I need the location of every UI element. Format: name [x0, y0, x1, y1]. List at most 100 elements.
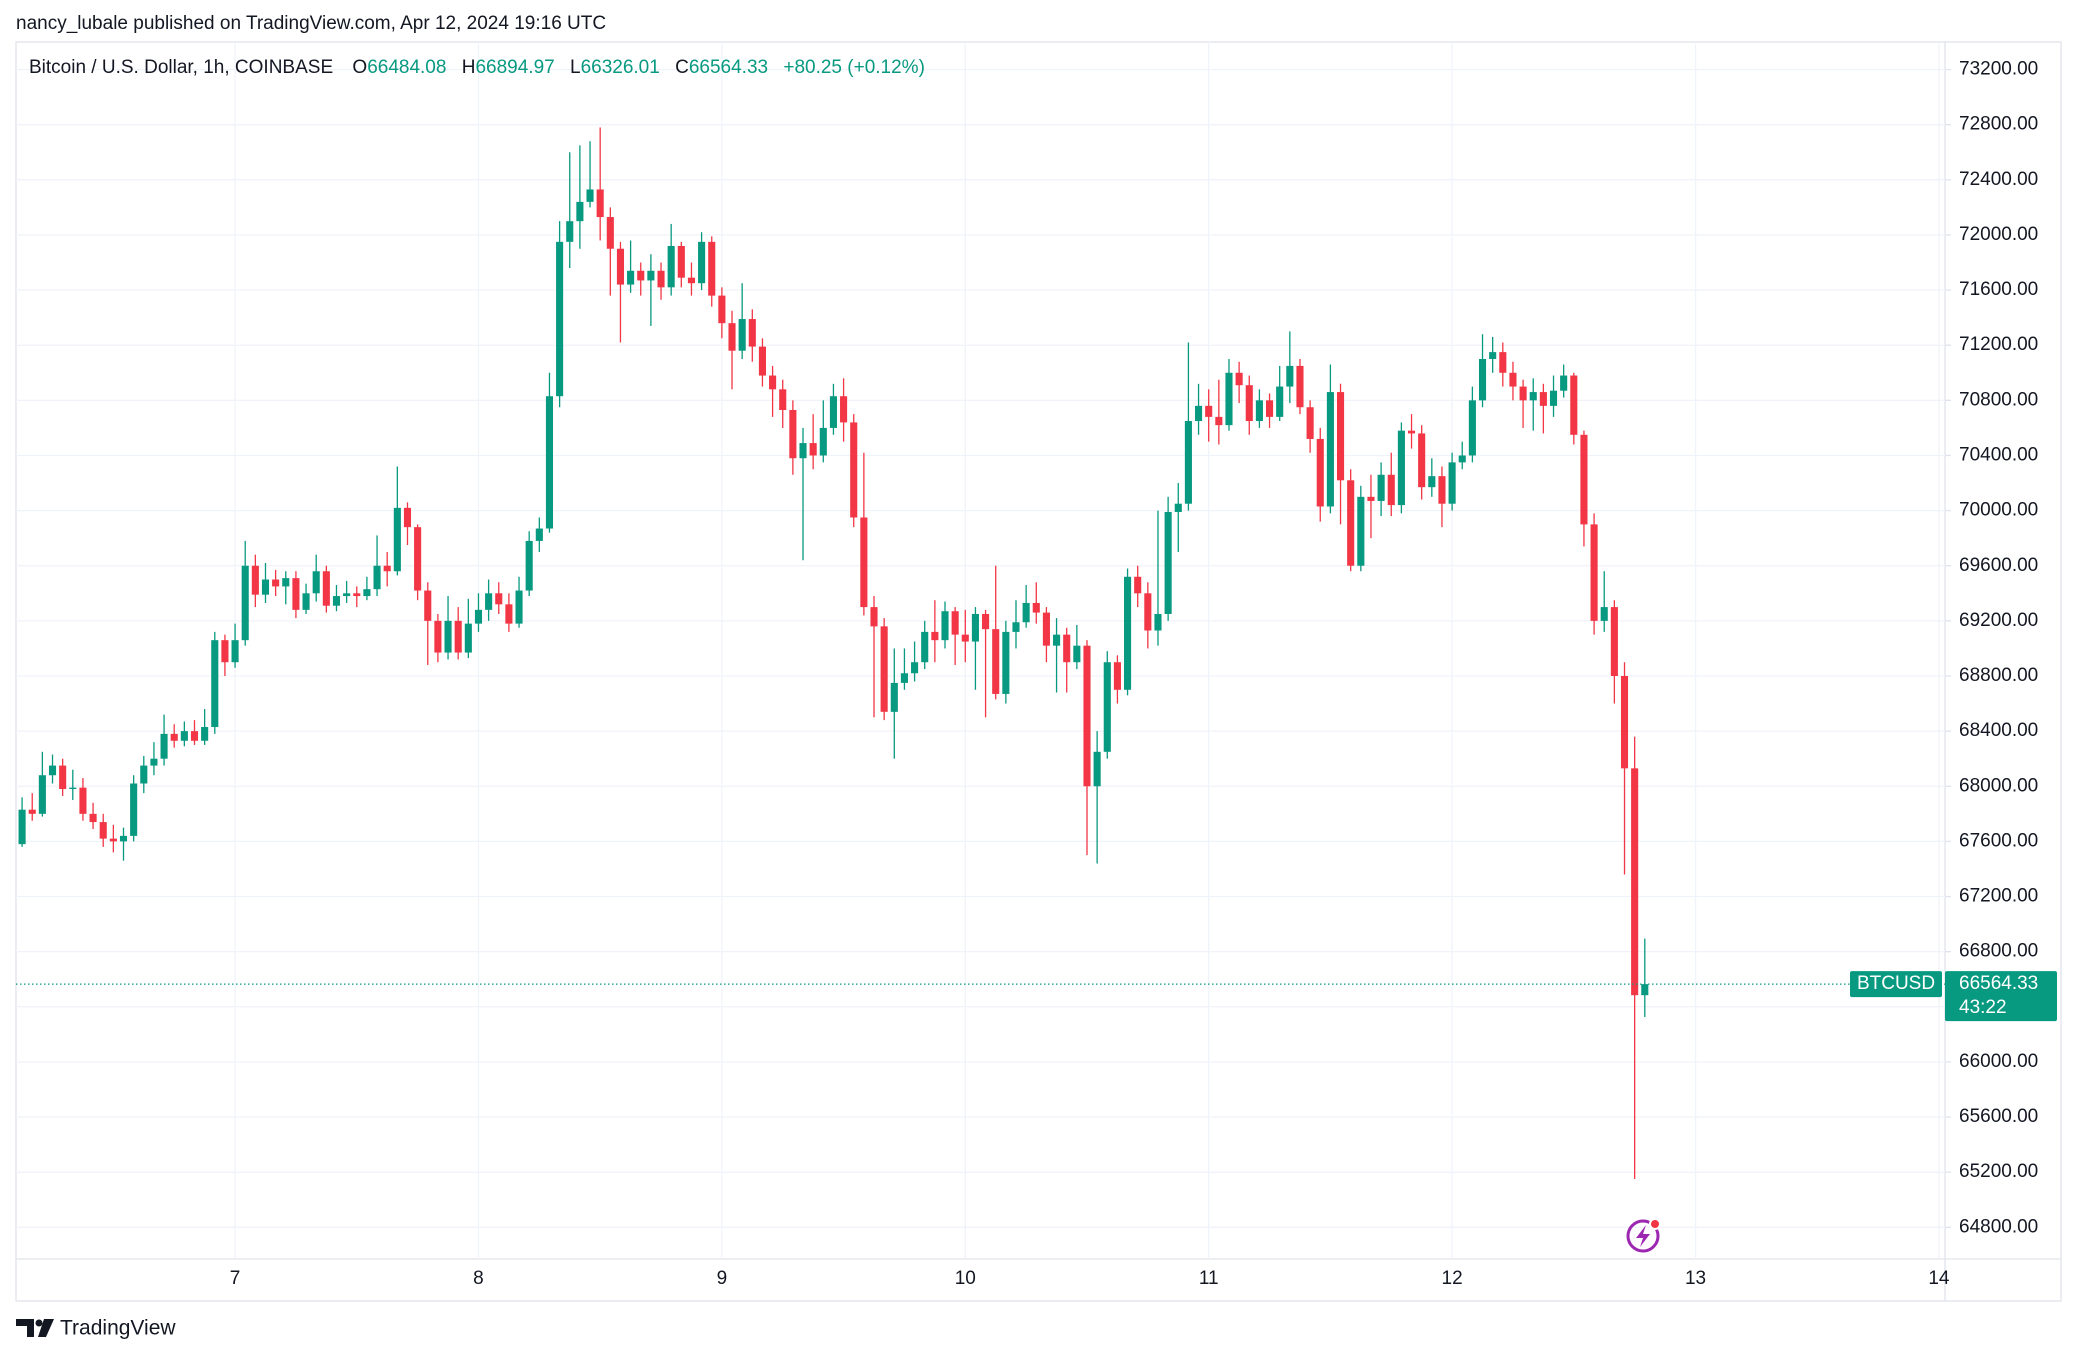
candle-body	[677, 245, 685, 278]
candle-body	[982, 613, 990, 630]
candle-body	[1458, 455, 1466, 463]
y-tick-label: 72000.00	[1959, 224, 2038, 245]
candle-body	[1073, 645, 1081, 663]
candle-body	[343, 593, 351, 597]
candle-body	[1032, 602, 1040, 613]
y-tick-label: 64800.00	[1959, 1216, 2038, 1237]
candle-body	[373, 565, 381, 590]
candle-body	[921, 631, 929, 663]
candle-body	[1631, 768, 1639, 996]
y-tick-label: 69600.00	[1959, 555, 2038, 576]
brand-mark-dot	[35, 1319, 43, 1327]
candle-body	[383, 565, 391, 572]
candle-body	[1590, 524, 1598, 621]
candle-body	[1265, 400, 1274, 417]
candle-body	[779, 389, 787, 410]
candle-body	[900, 673, 908, 683]
candle-body	[1600, 607, 1608, 621]
candle-body	[606, 217, 614, 249]
x-tick-label: 12	[1442, 1268, 1463, 1289]
y-tick-label: 68800.00	[1959, 665, 2038, 686]
y-tick-label: 71600.00	[1959, 279, 2038, 300]
y-tick-label: 70800.00	[1959, 389, 2038, 410]
candle-body	[444, 620, 452, 653]
candle-body	[1468, 400, 1476, 456]
candle-body	[485, 593, 493, 610]
candle-body	[1448, 462, 1456, 504]
candle-body	[1336, 392, 1345, 481]
symbol-tag	[1850, 971, 1942, 998]
candle-body	[130, 783, 138, 836]
legend-close: 66564.33	[689, 57, 768, 78]
candle-body	[1357, 496, 1365, 566]
candle-body	[59, 765, 67, 790]
candle-body	[1478, 358, 1487, 401]
candle-body	[1549, 390, 1558, 406]
y-tick-label: 72400.00	[1959, 169, 2038, 190]
candle-body	[951, 611, 959, 635]
candle-body	[586, 189, 594, 202]
candle-body	[799, 443, 807, 459]
candle-body	[738, 319, 746, 351]
candle-body	[1134, 576, 1142, 594]
candle-body	[1195, 405, 1203, 422]
candle-body	[870, 607, 878, 627]
candle-body	[322, 571, 330, 606]
candle-body	[424, 590, 432, 621]
candle-body	[1489, 352, 1497, 359]
candle-body	[140, 765, 148, 784]
y-tick-label: 73200.00	[1959, 59, 2038, 80]
legend-c-label: C	[675, 57, 689, 78]
candle-body	[1367, 496, 1375, 501]
candle-body	[231, 640, 239, 663]
candle-body	[474, 609, 483, 624]
candle-body	[292, 578, 300, 610]
legend-h-label: H	[462, 57, 476, 78]
candle-body	[1499, 352, 1507, 373]
candle-body	[38, 775, 46, 814]
candle-body	[1215, 416, 1223, 426]
candle-body	[1103, 662, 1111, 752]
candle-body	[241, 565, 249, 641]
candle-body	[170, 733, 178, 741]
x-tick-label: 14	[1928, 1268, 1950, 1289]
chart-frame	[15, 41, 2062, 1302]
candle-body	[1580, 434, 1588, 525]
publisher-line: nancy_lubale published on TradingView.co…	[16, 13, 606, 34]
candle-body	[931, 631, 939, 641]
candle-body	[789, 409, 797, 459]
y-tick-label: 69200.00	[1959, 610, 2038, 631]
candle-body	[535, 528, 543, 541]
candle-body	[272, 579, 280, 587]
candle-body	[1316, 438, 1324, 507]
y-tick-label: 70400.00	[1959, 444, 2038, 465]
candle-body	[1124, 576, 1132, 690]
candle-body	[748, 319, 756, 347]
candle-body	[414, 527, 422, 591]
candle-body	[1225, 372, 1233, 426]
y-tick-label: 68400.00	[1959, 720, 2038, 741]
candle-body	[1296, 365, 1304, 408]
candle-body	[698, 241, 706, 284]
candle-body	[880, 626, 888, 712]
candle-body	[1012, 622, 1020, 632]
candle-body	[1286, 365, 1294, 387]
alert-dot	[1649, 1218, 1661, 1230]
candle-body	[221, 640, 229, 663]
candle-body	[840, 396, 848, 423]
price-tag	[1945, 971, 2057, 1022]
candle-body	[1255, 400, 1263, 422]
x-tick-label: 10	[955, 1268, 976, 1289]
y-tick-label: 67600.00	[1959, 830, 2038, 851]
candle-body	[596, 189, 604, 218]
candle-body	[1529, 392, 1537, 401]
candle-body	[545, 396, 554, 529]
candle-body	[109, 838, 117, 842]
candle-body	[1042, 612, 1050, 646]
candle-body	[1428, 476, 1436, 488]
y-tick-label: 71200.00	[1959, 334, 2038, 355]
candle-body	[1083, 645, 1091, 787]
candle-body	[403, 507, 412, 528]
